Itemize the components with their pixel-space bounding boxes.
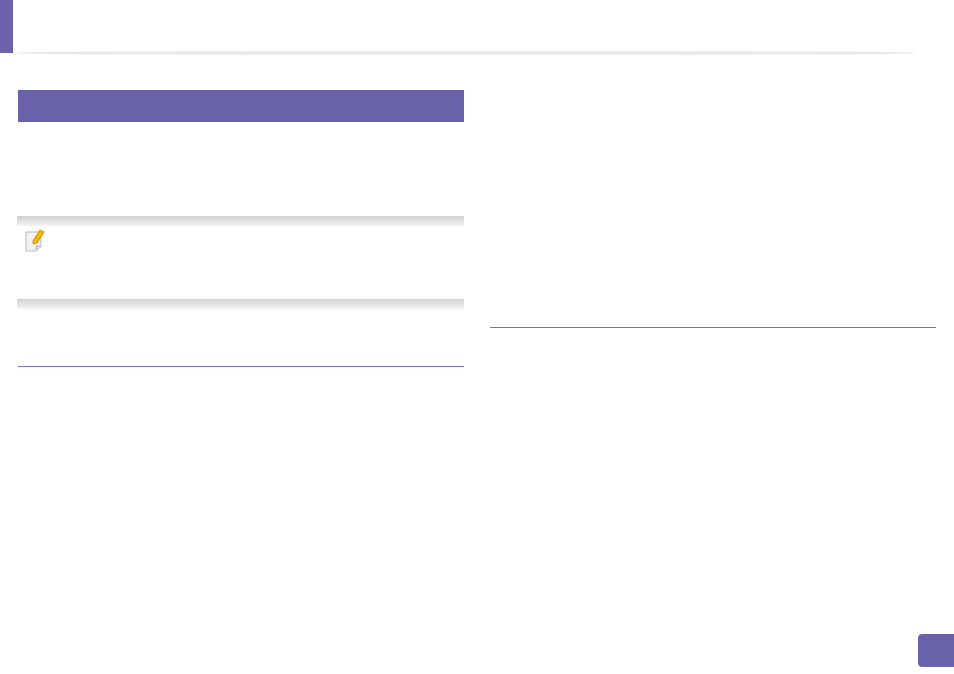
note-box [17, 216, 464, 309]
page-number-badge [918, 634, 954, 667]
note-pencil-icon [25, 228, 45, 254]
section-rule-right [490, 327, 936, 328]
section-rule-left [18, 366, 464, 367]
note-bottom-border [17, 299, 464, 309]
header-divider [16, 50, 916, 56]
chapter-tab [0, 0, 13, 53]
section-heading-bar [18, 90, 464, 122]
note-top-border [17, 216, 464, 226]
